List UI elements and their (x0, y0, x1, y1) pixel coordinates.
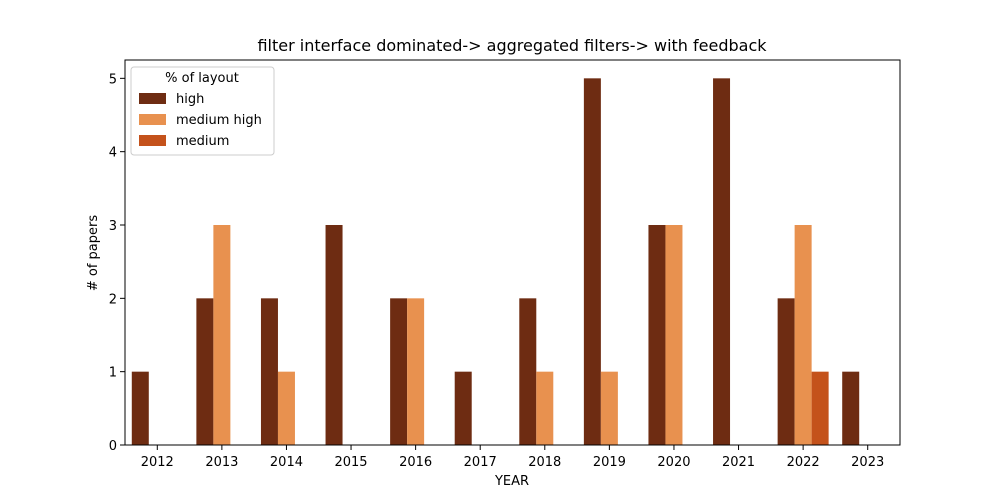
legend-title: % of layout (165, 71, 239, 86)
legend-label-high: high (176, 92, 204, 107)
axes-layer: 2012 2013 2014 2015 2016 2017 2018 2019 2020 2021… (109, 59, 901, 470)
x-tick-label: 2014 (270, 455, 303, 470)
legend-frame (130, 66, 275, 156)
bar-medium-high-2020 (665, 225, 683, 445)
bar-high-2021 (713, 78, 731, 445)
x-tick-label: 2022 (787, 455, 820, 470)
bar-medium-high-2016 (407, 298, 425, 445)
legend-swatch-medium-high (139, 114, 166, 125)
y-tick-label: 3 (109, 219, 117, 234)
bar-high-2022 (777, 298, 795, 445)
legend: % of layout high medium high medium (130, 66, 275, 156)
bar-high-2019 (583, 78, 601, 445)
bar-high-2012 (131, 371, 149, 445)
bar-medium-high-2014 (277, 371, 295, 445)
y-tick-label: 2 (109, 292, 117, 307)
x-tick-label: 2020 (657, 455, 690, 470)
x-tick-label: 2019 (593, 455, 626, 470)
y-tick-label: 0 (109, 439, 117, 454)
bar-high-2015 (325, 225, 343, 445)
chart-title: filter interface dominated-> aggregated … (257, 36, 767, 55)
legend-swatch-high (139, 93, 166, 104)
bar-high-2016 (390, 298, 408, 445)
bars-layer (131, 78, 860, 445)
x-tick-label: 2012 (141, 455, 174, 470)
legend-entries: high medium high medium (139, 92, 262, 149)
bar-medium-high-2022 (794, 225, 812, 445)
x-tick-label: 2018 (528, 455, 561, 470)
x-tick-label: 2016 (399, 455, 432, 470)
bar-high-2018 (519, 298, 537, 445)
x-tick-label: 2017 (464, 455, 497, 470)
x-tick-label: 2023 (851, 455, 884, 470)
bar-high-2023 (842, 371, 860, 445)
y-tick-label: 5 (109, 72, 117, 87)
bar-medium-high-2013 (213, 225, 231, 445)
x-tick-label: 2015 (334, 455, 367, 470)
x-axis-label: YEAR (494, 474, 529, 489)
bar-high-2014 (260, 298, 278, 445)
y-axis-label: # of papers (86, 215, 101, 292)
plot-frame (124, 59, 901, 446)
y-tick-label: 4 (109, 146, 117, 161)
legend-swatch-medium (139, 135, 166, 146)
bar-medium-high-2018 (536, 371, 554, 445)
y-tick-label: 1 (109, 366, 117, 381)
bar-high-2013 (196, 298, 214, 445)
bar-high-2020 (648, 225, 666, 445)
bar-high-2017 (454, 371, 472, 445)
x-tick-label: 2013 (205, 455, 238, 470)
legend-label-medium: medium (176, 134, 229, 149)
x-tick-label: 2021 (722, 455, 755, 470)
bar-medium-high-2019 (600, 371, 618, 445)
legend-label-medium-high: medium high (176, 113, 262, 128)
bar-medium-2022 (811, 371, 829, 445)
